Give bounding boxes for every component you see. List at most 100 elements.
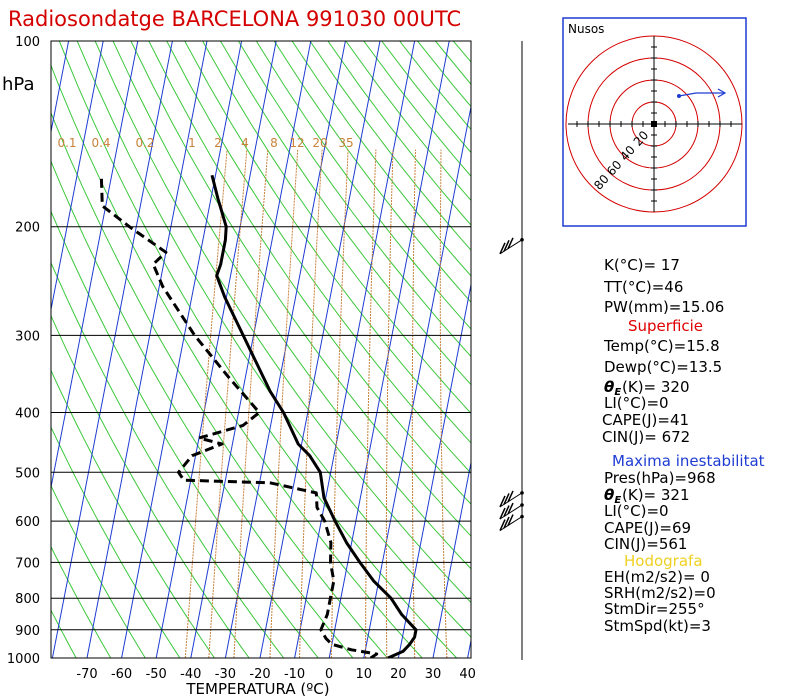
dry-adiabat-290 (51, 111, 388, 658)
surface-cape: CAPE(J)=41 (602, 411, 689, 429)
mixing-ratio-line-0.2 (208, 149, 248, 658)
temperature-tick-label: 10 (356, 667, 373, 682)
wind-barb-flag (503, 493, 510, 505)
hodo-srh: SRH(m2/s2)=0 (604, 584, 716, 602)
dry-adiabat-350 (130, 41, 471, 537)
wind-barb-flag (503, 516, 510, 529)
dry-adiabat-250 (51, 314, 250, 658)
mixing-ratio-line-12 (385, 149, 394, 658)
isotherm--20 (259, 41, 381, 658)
maxinst-cin: CIN(J)=561 (604, 535, 687, 553)
pressure-tick-labels: 100 200 300 400 500 600 700 800 900 1000 (7, 35, 40, 667)
dry-adiabat-200 (51, 609, 77, 658)
wind-barb-point (520, 514, 524, 519)
hodo-header: Hodografa (624, 552, 703, 570)
dry-adiabat-330 (94, 41, 471, 604)
isotherm-0 (328, 41, 450, 658)
wind-barb-flag (499, 507, 506, 520)
mixing-ratio-line-0.1 (184, 149, 228, 658)
wind-barb-point (520, 491, 524, 495)
wind-barb-point (520, 238, 524, 242)
mixing-ratio-label: 1 (188, 136, 196, 150)
wind-barb-shaft (499, 516, 523, 532)
dry-adiabat-230 (51, 426, 181, 658)
dry-adiabat-310 (58, 41, 458, 658)
mixing-ratio-line-1 (269, 149, 299, 658)
surface-header: Superficie (628, 317, 703, 335)
wind-barb-flag (499, 495, 506, 508)
surface-li: LI(°C)=0 (604, 394, 669, 412)
pressure-tick-label: 700 (15, 556, 40, 571)
dewpoint-profile-line (99, 175, 379, 658)
mixing-ratio-label: 12 (289, 136, 304, 150)
maxinst-cape: CAPE(J)=69 (604, 519, 691, 537)
isotherm--100 (51, 41, 104, 313)
dry-adiabat-380 (184, 41, 471, 444)
surface-cin: CIN(J)= 672 (602, 428, 690, 446)
hodograph-point (677, 94, 681, 98)
mixing-ratio-label: 0.2 (135, 136, 154, 150)
temperature-tick-labels: -70 -60 -50 -40 -30 -20 -10 0 10 20 30 40 (76, 667, 475, 682)
hodo-eh: EH(m2/s2)= 0 (604, 568, 710, 586)
surface-thetae: (K)= 320 (622, 378, 690, 396)
wind-barb-point (520, 503, 524, 507)
isotherm--60 (121, 41, 243, 658)
isobar-lines (51, 226, 471, 631)
temperature-tick-label: -60 (111, 667, 132, 682)
dry-adiabat-320 (76, 41, 471, 638)
isotherm-lines (51, 41, 471, 658)
temperature-tick-label: 40 (459, 667, 476, 682)
tt-index: TT(°C)=46 (603, 278, 683, 296)
hodo-stmspd: StmSpd(kt)=3 (604, 617, 711, 635)
wind-barb (499, 490, 524, 508)
dry-adiabat-220 (51, 484, 146, 658)
dry-adiabat-210 (51, 545, 112, 658)
wind-barb-flag (503, 239, 510, 252)
maxinst-pres: Pres(hPa)=968 (604, 469, 716, 487)
mixing-ratio-label: 8 (270, 136, 278, 150)
mixing-ratio-line-8 (365, 149, 377, 658)
mixing-ratio-line-35 (439, 149, 448, 658)
isotherm--90 (51, 41, 139, 490)
pw-value: PW(mm)=15.06 (604, 298, 724, 316)
dry-adiabat-410 (237, 41, 471, 358)
pressure-unit-label: hPa (2, 74, 34, 95)
dry-adiabat-430 (273, 41, 471, 303)
dry-adiabat-180 (0, 41, 7, 658)
x-axis-label: TEMPERATURA (ºC) (185, 680, 329, 698)
temperature-tick-label: -10 (284, 667, 305, 682)
wind-barb-flag (503, 505, 510, 517)
pressure-tick-label: 300 (15, 329, 40, 344)
maxinst-li: LI(°C)=0 (604, 502, 669, 520)
wind-barb-flag (507, 514, 514, 526)
dry-adiabat-370 (166, 41, 471, 474)
pressure-tick-label: 400 (15, 406, 40, 421)
wind-barb-flag (507, 490, 514, 503)
surface-temp: Temp(°C)=15.8 (603, 337, 720, 355)
isotherm-20 (397, 282, 471, 658)
pressure-tick-label: 900 (15, 624, 40, 639)
wind-barb-flag (499, 519, 506, 531)
wind-barb (499, 237, 524, 255)
isotherm--30 (224, 41, 346, 658)
mixing-ratio-label: 4 (241, 136, 249, 150)
wind-barb (499, 514, 524, 532)
isotherm--80 (51, 41, 173, 658)
dry-adiabat-340 (112, 41, 471, 570)
wind-barb (499, 502, 524, 520)
mixing-ratio-label: 35 (338, 136, 353, 150)
temperature-tick-label: 0 (325, 667, 333, 682)
temperature-profile-line (210, 174, 418, 658)
isotherm--70 (86, 41, 208, 658)
mixing-ratio-lines (184, 149, 448, 658)
temperature-tick-label: -30 (215, 667, 236, 682)
pressure-tick-label: 200 (15, 221, 40, 236)
mixing-ratio-labels: 0.1 0.4 0.2 1 2 4 8 12 20 35 (57, 136, 353, 150)
mixing-ratio-label: 20 (312, 136, 327, 150)
isotherm--10 (294, 41, 416, 658)
wind-barb-flag (499, 242, 506, 255)
mixing-ratio-line-2 (299, 149, 323, 658)
temperature-tick-label: 30 (425, 667, 442, 682)
hodograph-arrow (717, 88, 727, 98)
